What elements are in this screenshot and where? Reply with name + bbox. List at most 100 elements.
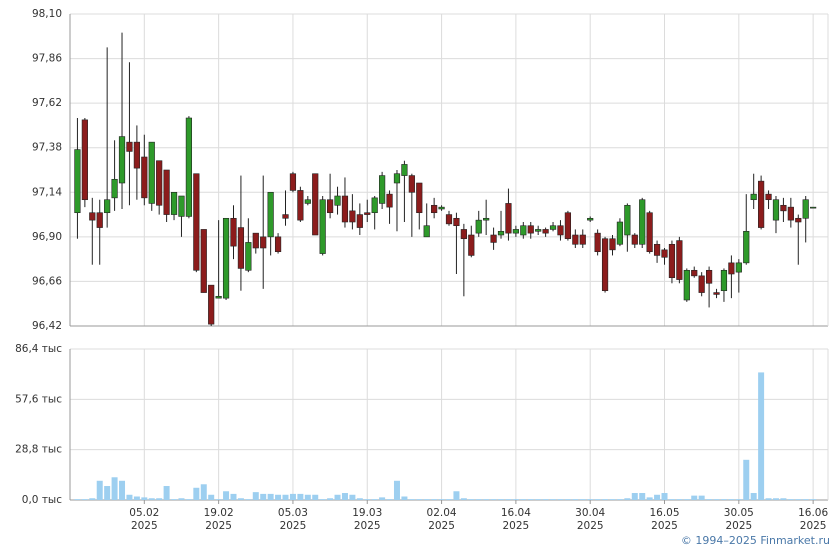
candle-body [334, 195, 341, 206]
volume-bar [661, 493, 668, 500]
candle-body [193, 173, 200, 271]
candle-body [713, 292, 720, 295]
volume-bar [795, 499, 802, 500]
candle-body [750, 193, 757, 201]
candle-body [371, 197, 378, 214]
candle-body [349, 210, 356, 223]
volume-bar [334, 494, 341, 500]
candle-body [156, 160, 163, 206]
candle-body [185, 117, 193, 217]
candle-body [683, 269, 690, 301]
candle-body [780, 204, 787, 212]
candle-body [252, 232, 259, 249]
y-tick-label: 96,90 [32, 231, 62, 243]
candle-body [215, 295, 222, 299]
volume-bar [602, 499, 609, 500]
volume-bar [364, 499, 371, 500]
volume-bar [126, 494, 133, 500]
candle-body [260, 236, 267, 249]
volume-bar [810, 499, 817, 500]
y-tick-label: 98,10 [32, 8, 62, 20]
candle-body [379, 175, 386, 204]
candle-body [535, 229, 542, 232]
candle-body [653, 243, 661, 256]
volume-bar [245, 499, 252, 500]
volume-bar [431, 499, 438, 500]
candle-body [96, 212, 103, 228]
volume-bar [579, 499, 586, 500]
candle-body [639, 199, 646, 245]
volume-bar [483, 499, 490, 500]
candle-body [74, 149, 81, 214]
y-tick-label: 86,4 тыс [15, 343, 62, 355]
volume-bar [111, 477, 118, 500]
candle-body [594, 232, 601, 253]
candle-body [557, 225, 564, 236]
x-tick-label: 05.03 2025 [278, 507, 308, 532]
volume-bar [81, 499, 88, 500]
candle-body [364, 212, 371, 215]
volume-bar [252, 492, 259, 500]
volume-bar [423, 499, 430, 500]
y-tick-label: 97,86 [32, 53, 62, 65]
candle-body [282, 214, 289, 219]
candle-body [126, 141, 133, 152]
y-tick-label: 97,62 [32, 97, 62, 109]
candle-body [453, 217, 460, 227]
volume-bar [654, 494, 661, 500]
candle-body [423, 225, 430, 238]
candle-body [438, 206, 445, 210]
volume-bar [185, 499, 192, 500]
candle-body [81, 119, 88, 201]
candle-body [795, 217, 802, 223]
volume-bar [720, 499, 727, 500]
volume-bar [260, 493, 267, 500]
volume-bar [735, 499, 742, 500]
candle-body [616, 221, 624, 245]
volume-bar [475, 499, 482, 500]
volume-bar [193, 487, 200, 500]
candle-body [728, 262, 735, 275]
candle-body [460, 229, 467, 240]
volume-bar [386, 499, 393, 500]
volume-bar [223, 491, 230, 500]
volume-bar [490, 499, 497, 500]
candle-body [431, 204, 438, 214]
candle-body [772, 199, 780, 221]
volume-bar [275, 494, 282, 500]
volume-bar [542, 499, 549, 500]
candle-body [222, 217, 230, 299]
candle-body [118, 136, 126, 184]
candle-body [676, 240, 683, 280]
candle-body [133, 141, 140, 169]
x-tick-label: 16.06 2025 [798, 507, 828, 532]
volume-bar [505, 499, 512, 500]
candle-body [274, 236, 282, 253]
volume-bar [446, 499, 452, 500]
candle-body [624, 204, 631, 236]
volume-bar [639, 493, 646, 500]
volume-bar [408, 499, 415, 500]
candle-body [341, 195, 349, 223]
candle-body [549, 225, 557, 230]
candle-body [408, 175, 415, 193]
candle-body [104, 199, 111, 214]
volume-bar [349, 494, 356, 500]
y-tick-label: 0,0 тыс [22, 494, 62, 506]
volume-bar [683, 499, 690, 500]
x-tick-label: 16.05 2025 [649, 507, 679, 532]
volume-bar [438, 499, 445, 500]
candle-body [393, 173, 401, 184]
candle-body [505, 203, 512, 234]
candle-body [401, 164, 408, 176]
candle-body [587, 217, 594, 221]
volume-bar [104, 486, 111, 500]
candle-body [661, 249, 668, 258]
volume-bar [691, 495, 698, 500]
candle-body [208, 284, 215, 325]
candle-body [200, 229, 207, 293]
volume-bar [564, 499, 571, 500]
volume-bar [89, 498, 96, 500]
volume-bar [698, 495, 705, 500]
